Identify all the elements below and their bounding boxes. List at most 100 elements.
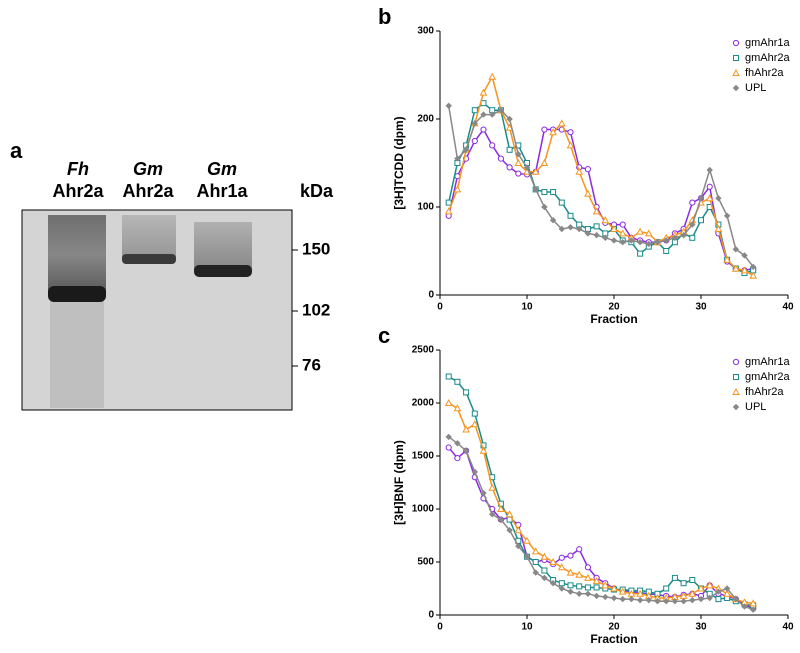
marker <box>741 603 748 610</box>
marker <box>471 468 479 476</box>
marker <box>705 194 714 202</box>
legend-label: UPL <box>745 82 766 94</box>
marker <box>689 577 696 584</box>
marker-label: 102 <box>302 300 330 319</box>
marker <box>558 199 565 206</box>
marker <box>715 596 722 603</box>
x-tick-label: 30 <box>695 622 707 633</box>
y-tick-label: 0 <box>428 610 434 621</box>
marker <box>445 433 452 441</box>
marker <box>733 374 739 380</box>
marker <box>506 115 513 123</box>
marker <box>584 573 592 581</box>
marker <box>584 590 592 598</box>
marker <box>462 425 470 433</box>
marker <box>523 164 531 171</box>
marker <box>576 546 583 553</box>
marker <box>732 387 740 395</box>
marker <box>540 158 549 166</box>
x-tick-label: 40 <box>782 302 794 313</box>
marker <box>671 598 679 605</box>
lane-species: Fh <box>67 159 89 179</box>
series-line <box>448 402 754 605</box>
marker <box>567 212 574 219</box>
marker <box>576 583 583 590</box>
line-chart: c 0 500 1000 1500 2000 2500 0 10 20 30 40 Fraction [3… <box>378 323 794 646</box>
marker <box>584 564 592 571</box>
y-tick-label: 200 <box>417 114 434 125</box>
legend-label: fhAhr2a <box>745 386 784 398</box>
marker <box>706 594 713 602</box>
marker <box>689 221 696 228</box>
marker <box>514 158 523 166</box>
legend-label: UPL <box>745 401 766 413</box>
x-tick-label: 0 <box>437 622 443 633</box>
marker <box>671 234 679 242</box>
marker <box>445 102 452 110</box>
marker <box>549 216 557 224</box>
marker <box>567 588 574 595</box>
marker <box>488 72 497 80</box>
marker <box>733 55 739 61</box>
marker <box>732 68 740 76</box>
x-tick-label: 10 <box>521 302 533 313</box>
marker <box>697 194 705 202</box>
marker <box>454 155 461 162</box>
marker <box>445 373 452 380</box>
marker <box>462 447 470 454</box>
marker <box>593 584 600 591</box>
marker <box>619 595 626 603</box>
marker <box>706 166 713 174</box>
marker <box>628 595 635 603</box>
marker <box>550 189 557 196</box>
marker <box>732 595 740 603</box>
marker <box>732 358 740 366</box>
marker <box>705 581 714 589</box>
marker <box>515 170 522 177</box>
marker <box>698 217 704 224</box>
marker <box>645 596 653 604</box>
series-line <box>448 375 754 607</box>
marker <box>471 137 478 145</box>
y-axis-label: [3H]TCDD (dpm) <box>392 116 406 209</box>
marker <box>506 146 513 153</box>
marker <box>480 111 487 118</box>
marker <box>671 574 678 581</box>
band <box>194 265 252 277</box>
marker <box>715 194 722 202</box>
marker <box>584 166 592 173</box>
marker <box>462 146 470 154</box>
marker <box>557 119 566 127</box>
marker <box>514 526 523 534</box>
marker <box>575 570 584 578</box>
marker <box>723 585 731 592</box>
marker <box>688 589 697 597</box>
marker <box>662 237 670 244</box>
marker <box>697 584 705 592</box>
gel-panel: a Fh Ahr2a Gm Ahr2a Gm Ahr1a kDa 150 102… <box>10 138 334 411</box>
marker <box>444 207 453 215</box>
y-tick-label: 2500 <box>412 345 435 356</box>
marker <box>706 183 713 190</box>
y-tick-label: 1000 <box>412 504 435 515</box>
marker <box>637 250 644 257</box>
marker <box>749 606 757 613</box>
smear <box>48 215 106 295</box>
marker <box>689 596 696 604</box>
marker <box>636 596 644 604</box>
marker <box>732 39 740 47</box>
marker <box>497 106 505 114</box>
marker <box>479 446 488 454</box>
marker <box>680 580 687 587</box>
marker <box>515 542 522 550</box>
marker <box>593 592 600 600</box>
lane-species: Gm <box>133 159 163 179</box>
marker <box>680 231 687 239</box>
legend-label: gmAhr1a <box>745 37 791 49</box>
marker <box>453 185 462 193</box>
marker <box>575 590 583 598</box>
marker <box>558 585 566 592</box>
marker <box>444 398 453 406</box>
marker <box>471 107 478 114</box>
